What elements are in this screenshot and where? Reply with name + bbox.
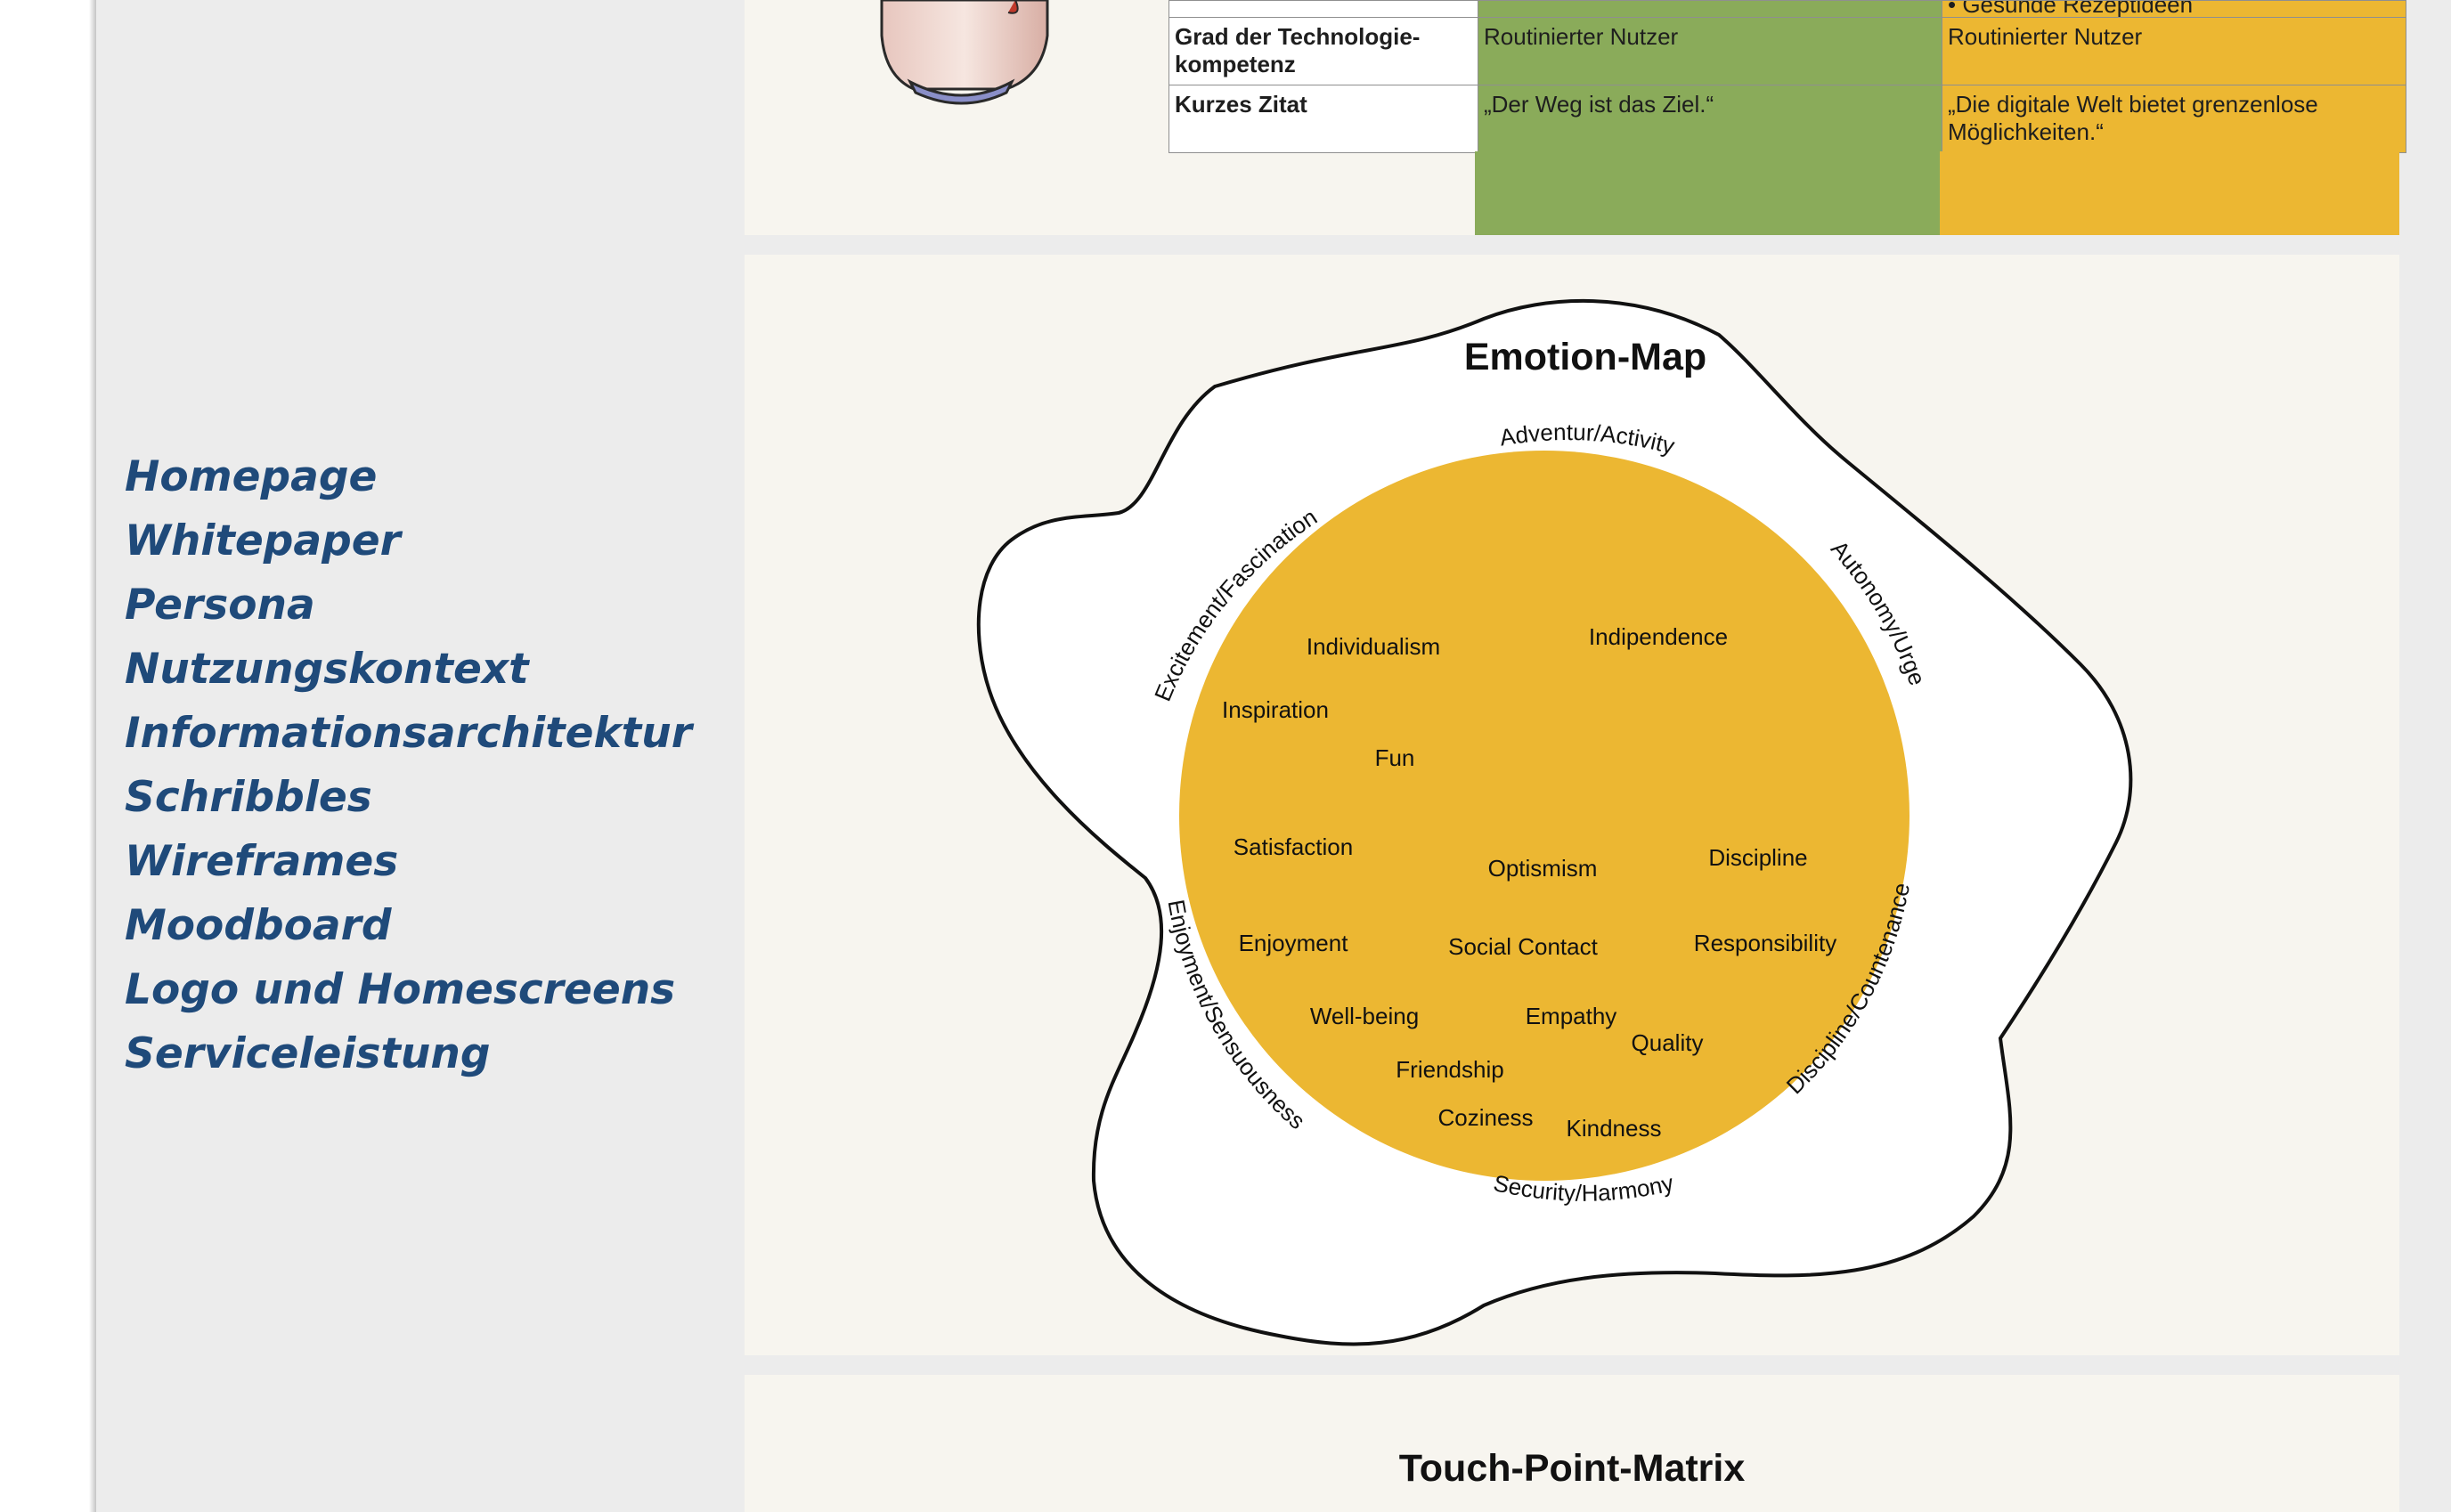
- emotion-word: Optismism: [1488, 855, 1598, 882]
- nav-link-wireframes[interactable]: Wireframes: [125, 837, 399, 886]
- nav-link-logo-homescreens[interactable]: Logo und Homescreens: [125, 965, 676, 1014]
- persona1-column-fill: [1475, 151, 1940, 235]
- window-edge: [0, 0, 94, 1512]
- table-cell-label: Grad der Technologie-kompetenz: [1168, 17, 1478, 85]
- table-cell-persona1: Routinierter Nutzer: [1478, 17, 1942, 85]
- nav-item-schribbles: Schribbles: [125, 766, 692, 830]
- nav-item-wireframes: Wireframes: [125, 830, 692, 894]
- table-cell-persona1: „Der Weg ist das Ziel.“: [1478, 85, 1942, 153]
- emotion-map: Emotion-Map Adventur/Activity Autonomy/U…: [976, 298, 2133, 1346]
- table-cell-label: Kurzes Zitat: [1168, 85, 1478, 153]
- table-cell-persona2: Routinierter Nutzer: [1942, 17, 2406, 85]
- nav-link-nutzungskontext[interactable]: Nutzungskontext: [125, 645, 529, 694]
- emotion-word: Inspiration: [1222, 696, 1329, 723]
- emotion-map-title: Emotion-Map: [1464, 336, 1706, 378]
- table-cell-persona2: „Die digitale Welt bietet grenzenlose Mö…: [1942, 85, 2406, 153]
- nav-link-serviceleistung[interactable]: Serviceleistung: [125, 1029, 491, 1078]
- nav-item-homepage: Homepage: [125, 445, 692, 509]
- emotion-word: Discipline: [1708, 844, 1807, 871]
- emotion-word: Indipendence: [1589, 623, 1728, 650]
- table-row: Grad der Technologie-kompetenz Routinier…: [1168, 17, 2406, 85]
- emotion-word: Satisfaction: [1234, 833, 1353, 860]
- cut-row-text: • Gesunde Rezeptideen: [1948, 1, 2194, 17]
- emotion-word: Empathy: [1526, 1003, 1617, 1029]
- emotion-word: Responsibility: [1694, 930, 1836, 956]
- nav-item-nutzungskontext: Nutzungskontext: [125, 638, 692, 702]
- emotion-map-circle: [1179, 451, 1910, 1181]
- table-row: • Gesunde Rezeptideen: [1168, 0, 2406, 18]
- emotion-word: Friendship: [1396, 1056, 1503, 1083]
- persona2-column-fill: [1940, 151, 2399, 235]
- emotion-word: Coziness: [1438, 1104, 1534, 1131]
- nav-item-moodboard: Moodboard: [125, 894, 692, 958]
- nav-item-informationsarchitektur: Informationsarchitektur: [125, 702, 692, 766]
- nav-link-schribbles[interactable]: Schribbles: [125, 773, 372, 822]
- sidebar: [96, 0, 745, 1512]
- nav-link-persona[interactable]: Persona: [125, 581, 315, 630]
- nav-link-informationsarchitektur[interactable]: Informationsarchitektur: [125, 709, 692, 758]
- nav-item-whitepaper: Whitepaper: [125, 509, 692, 573]
- emotion-word: Fun: [1375, 744, 1415, 771]
- table-row: Kurzes Zitat „Der Weg ist das Ziel.“ „Di…: [1168, 85, 2406, 153]
- emotion-word: Social Contact: [1448, 933, 1598, 960]
- emotion-word: Kindness: [1567, 1115, 1662, 1142]
- persona-illustration: [880, 0, 1049, 105]
- sidebar-nav: Homepage Whitepaper Persona Nutzungskont…: [125, 445, 692, 1086]
- nav-item-logo-homescreens: Logo und Homescreens: [125, 958, 692, 1022]
- emotion-word: Well-being: [1310, 1003, 1419, 1029]
- table-cell-persona1: [1478, 0, 1942, 18]
- touch-point-title: Touch-Point-Matrix: [1398, 1447, 1746, 1490]
- emotion-word: Quality: [1632, 1029, 1704, 1056]
- emotion-word: Enjoyment: [1239, 930, 1349, 956]
- table-cell-persona2: • Gesunde Rezeptideen: [1942, 0, 2406, 18]
- nav-item-persona: Persona: [125, 573, 692, 638]
- nav-link-moodboard[interactable]: Moodboard: [125, 901, 392, 950]
- nav-link-homepage[interactable]: Homepage: [125, 452, 378, 501]
- touch-point-section: [745, 1375, 2399, 1512]
- persona-table: • Gesunde Rezeptideen Grad der Technolog…: [1168, 0, 2406, 153]
- nav-item-serviceleistung: Serviceleistung: [125, 1022, 692, 1086]
- emotion-word: Individualism: [1307, 633, 1440, 660]
- nav-link-whitepaper[interactable]: Whitepaper: [125, 516, 401, 565]
- table-cell-label: [1168, 0, 1478, 18]
